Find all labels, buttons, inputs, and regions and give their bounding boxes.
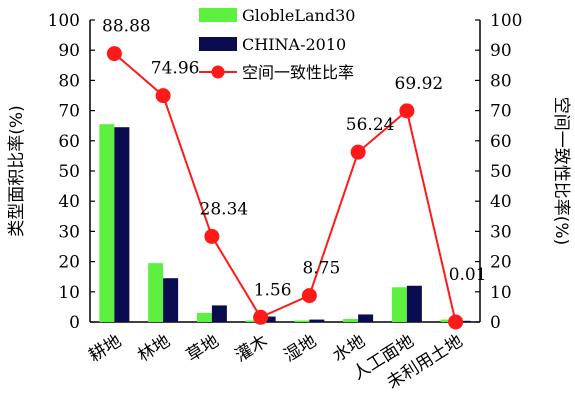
left-tick-label: 100 — [48, 11, 80, 31]
data-label: 88.88 — [102, 17, 151, 37]
data-label: 74.96 — [151, 59, 200, 79]
x-tick-label: 湿地 — [281, 331, 320, 366]
consistency-point — [448, 314, 464, 330]
consistency-point — [350, 144, 366, 160]
consistency-line — [113, 52, 457, 323]
legend-label-globleland30: GlobleLand30 — [242, 6, 355, 25]
left-tick-label: 30 — [58, 222, 80, 242]
data-label: 28.34 — [200, 199, 249, 219]
bar-globleland30 — [245, 320, 261, 322]
bar-china2010 — [455, 320, 471, 322]
bar-globleland30 — [391, 287, 407, 322]
right-tick-label: 40 — [490, 192, 512, 212]
right-tick-label: 50 — [490, 162, 512, 182]
legend-label-consistency: 空间一致性比率 — [242, 63, 354, 82]
left-tick-label: 10 — [58, 283, 80, 303]
data-label: 56.24 — [346, 115, 395, 135]
left-tick-label: 90 — [58, 41, 80, 61]
consistency-point — [399, 103, 415, 119]
consistency-point — [155, 88, 171, 104]
left-tick-label: 70 — [58, 102, 80, 122]
data-label: 69.92 — [395, 74, 444, 94]
right-tick-label: 80 — [490, 71, 512, 91]
right-tick-label: 0 — [490, 313, 501, 333]
left-y-axis: 0 10 20 30 40 50 60 70 80 90 100 — [48, 11, 95, 333]
left-tick-label: 20 — [58, 253, 80, 273]
bar-globleland30 — [99, 124, 115, 322]
right-tick-label: 90 — [490, 41, 512, 61]
legend-label-china2010: CHINA-2010 — [242, 35, 346, 54]
bar-globleland30 — [148, 263, 164, 322]
legend-swatch-globleland30 — [199, 8, 237, 22]
left-tick-label: 50 — [58, 162, 80, 182]
left-axis-title: 类型面积比率(%) — [7, 105, 27, 236]
right-tick-label: 30 — [490, 222, 512, 242]
bar-globleland30 — [196, 312, 212, 322]
data-labels: 88.88 74.96 28.34 1.56 8.75 56.24 69.92 0.01 — [102, 17, 487, 301]
left-tick-label: 0 — [69, 313, 80, 333]
consistency-line-series — [106, 46, 464, 330]
legend-marker-consistency — [211, 65, 225, 79]
left-tick-label: 60 — [58, 132, 80, 152]
bar-china2010 — [309, 319, 325, 322]
left-tick-label: 80 — [58, 71, 80, 91]
bar-china2010 — [211, 305, 227, 322]
x-tick-label: 灌木 — [232, 331, 271, 366]
bar-globleland30 — [440, 319, 456, 322]
right-axis-title: 空间一致性比率(%) — [551, 97, 571, 245]
bar-china2010 — [406, 285, 422, 322]
right-tick-label: 20 — [490, 253, 512, 273]
consistency-point — [301, 288, 317, 304]
right-tick-label: 100 — [490, 11, 522, 31]
bar-globleland30 — [343, 318, 359, 322]
bar-globleland30 — [294, 320, 310, 322]
data-label: 1.56 — [254, 280, 292, 300]
consistency-point — [204, 228, 220, 244]
right-tick-label: 10 — [490, 283, 512, 303]
x-tick-label: 草地 — [183, 331, 222, 366]
data-label: 8.75 — [302, 259, 340, 279]
consistency-point — [253, 309, 269, 325]
legend: GlobleLand30 CHINA-2010 空间一致性比率 — [199, 6, 355, 82]
right-y-axis: 0 10 20 30 40 50 60 70 80 90 100 — [475, 11, 522, 333]
bar-china2010 — [260, 316, 276, 322]
data-label: 0.01 — [449, 265, 487, 285]
consistency-point — [106, 46, 122, 62]
bar-china2010 — [163, 278, 179, 322]
left-tick-label: 40 — [58, 192, 80, 212]
x-tick-label: 耕地 — [86, 331, 125, 366]
bar-china2010 — [358, 314, 374, 322]
right-tick-label: 70 — [490, 102, 512, 122]
right-tick-label: 60 — [490, 132, 512, 152]
bar-china2010 — [114, 127, 130, 323]
x-tick-label: 林地 — [134, 331, 173, 366]
bars — [99, 124, 471, 323]
legend-swatch-china2010 — [199, 37, 237, 51]
